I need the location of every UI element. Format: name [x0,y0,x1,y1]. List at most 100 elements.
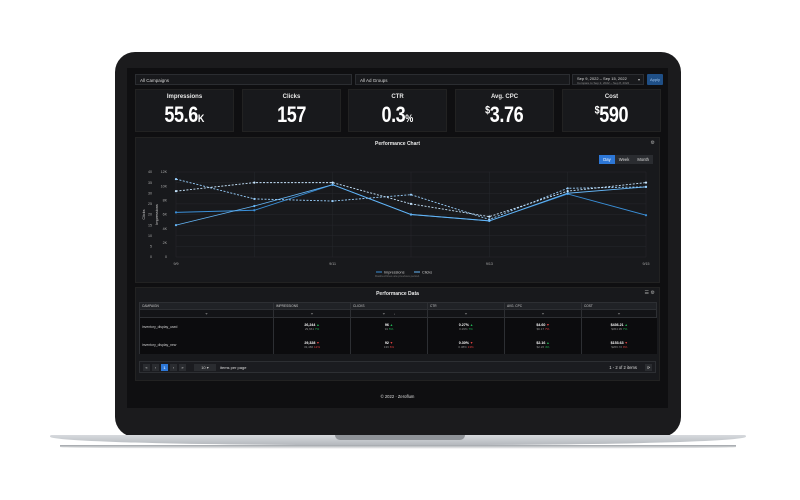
cost-cell: $436.21 ▲ $454.95 7% [581,317,657,336]
arrow-down-icon: ▼ [316,341,320,345]
performance-table: CAMPAIGN IMPRESSIONS CLICKS CTR AVG. CPC… [139,302,657,354]
page-1-button[interactable]: 1 [161,364,168,371]
data-point [331,183,334,186]
kpi-value: $590 [594,102,629,127]
next-page-button[interactable]: › [170,364,177,371]
y-right-tick-label: 10K [161,184,168,188]
prev-page-button[interactable]: ‹ [152,364,159,371]
clicks-cell: 92 ▼ 136 6% [350,336,428,354]
table-row[interactable]: inventory_display_new 29,328 ▼ 33,486 12… [139,336,657,354]
kpi-value: $3.76 [485,102,524,127]
data-point [566,187,569,190]
laptop-base [50,435,746,445]
gear-icon[interactable]: ⚙ [650,140,655,146]
y-left-tick-label: 15 [148,223,152,227]
cpc-cell: $2.16 ▲ $2.26 4% [504,336,582,354]
laptop-shadow [60,445,736,449]
y-left-tick-label: 25 [148,202,152,206]
data-point [253,209,256,212]
range-month-button[interactable]: Month [633,155,653,164]
x-tick-label: 9/11 [329,262,336,266]
data-point [566,190,569,193]
y-left-tick-label: 5 [150,245,152,249]
date-range-picker[interactable]: Sep 9, 2022 – Sep 15, 2022 Compare to Se… [572,74,644,85]
y-left-tick-label: 40 [148,170,152,174]
arrow-down-icon: ▼ [546,323,550,327]
items-per-page-label: items per page [220,365,247,370]
performance-data-panel: Performance Data ☰ ⚙ CAMPAIGN IMPRESSION… [135,287,660,381]
range-toggle: Day Week Month [599,155,653,164]
pager-summary: 1 - 2 of 2 items [609,365,637,370]
kpi-cost: Cost $590 [562,89,661,132]
column-header-cost[interactable]: COST [581,302,657,310]
table-row[interactable]: inventory_display_used 26,244 ▲ 29,661 7… [139,317,657,336]
x-tick-label: 9/15 [643,262,650,266]
campaign-cell: inventory_display_new [139,336,274,354]
column-header-avg-cpc[interactable]: AVG. CPC [504,302,582,310]
y-right-axis-title: Impressions [155,204,159,225]
column-header-ctr[interactable]: CTR [427,302,505,310]
data-point [488,215,491,218]
chart-title: Performance Chart [374,141,420,147]
y-left-tick-label: 30 [148,191,152,195]
y-right-tick-label: 0 [165,255,167,259]
filter-icon[interactable]: ⏷ [504,309,582,318]
table-pager: « ‹ 1 › » 10 ▾ items per page 1 - 2 of 2… [139,361,656,373]
apply-button[interactable]: Apply [647,74,663,85]
filter-icon[interactable]: ⏷ [139,309,274,318]
data-point [174,224,178,227]
kpi-title: CTR [391,94,404,100]
campaign-cell: inventory_display_used [139,317,274,336]
data-point [488,218,491,221]
page-size-select[interactable]: 10 ▾ [194,364,216,371]
last-page-button[interactable]: » [179,364,186,371]
data-point [331,199,334,203]
clicks-cell: 96 ▲ 91 5% [350,317,428,336]
data-point [644,214,648,217]
data-point [409,193,413,196]
chevron-down-icon: ▾ [637,77,640,82]
column-header-clicks[interactable]: CLICKS [350,302,428,310]
ad-group-select[interactable]: All Ad Groups [355,74,570,85]
filter-icon[interactable]: ⏷ [581,309,657,318]
y-left-tick-label: 10 [148,234,152,238]
range-day-button[interactable]: Day [599,155,615,164]
column-header-campaign[interactable]: CAMPAIGN [139,302,274,310]
y-right-tick-label: 12K [161,170,168,174]
column-header-impressions[interactable]: IMPRESSIONS [273,302,351,310]
campaign-select[interactable]: All Campaigns [135,74,352,85]
arrow-down-icon: ▼ [469,341,474,345]
kpi-clicks: Clicks 157 [242,89,341,132]
data-point [253,197,256,201]
legend-label: Impressions [384,270,405,274]
cost-cell: $153.63 ▼ $266.72 9% [581,336,657,354]
compare-range-text: Compare to Sep 2, 2022 – Sep 8, 2022 [577,81,630,85]
legend-label: Clicks [422,270,432,274]
first-page-button[interactable]: « [143,364,150,371]
impressions-cell: 26,244 ▲ 29,661 7% [273,317,351,336]
kpi-value: 55.6K [164,102,205,127]
table-title: Performance Data [376,291,419,297]
kpi-title: Avg. CPC [490,94,519,100]
data-point [409,213,413,216]
data-point [174,177,178,181]
filter-icon[interactable]: ⏷ [427,309,505,318]
kpi-value: 157 [277,102,306,127]
x-tick-label: 9/13 [486,262,493,266]
data-point [644,185,648,188]
kpi-title: Impressions [166,94,203,100]
columns-icon[interactable]: ☰ [644,290,649,296]
chart-note: Dashed lines are previous period. [375,274,420,278]
date-range-text: Sep 9, 2022 – Sep 15, 2022 [577,76,627,81]
data-point [174,211,178,214]
filter-icon[interactable]: ⏷ ↓ [350,309,428,318]
cpc-cell: $4.60 ▼ $6.17 7% [504,317,582,336]
data-point [409,202,413,205]
refresh-icon[interactable]: ⟳ [645,364,652,371]
arrow-up-icon: ▲ [546,341,550,345]
kpi-ctr: CTR 0.3% [348,89,447,132]
gear-icon[interactable]: ⚙ [650,290,655,296]
range-week-button[interactable]: Week [614,155,634,164]
y-right-tick-label: 2K [163,241,168,245]
filter-icon[interactable]: ⏷ [273,309,351,318]
